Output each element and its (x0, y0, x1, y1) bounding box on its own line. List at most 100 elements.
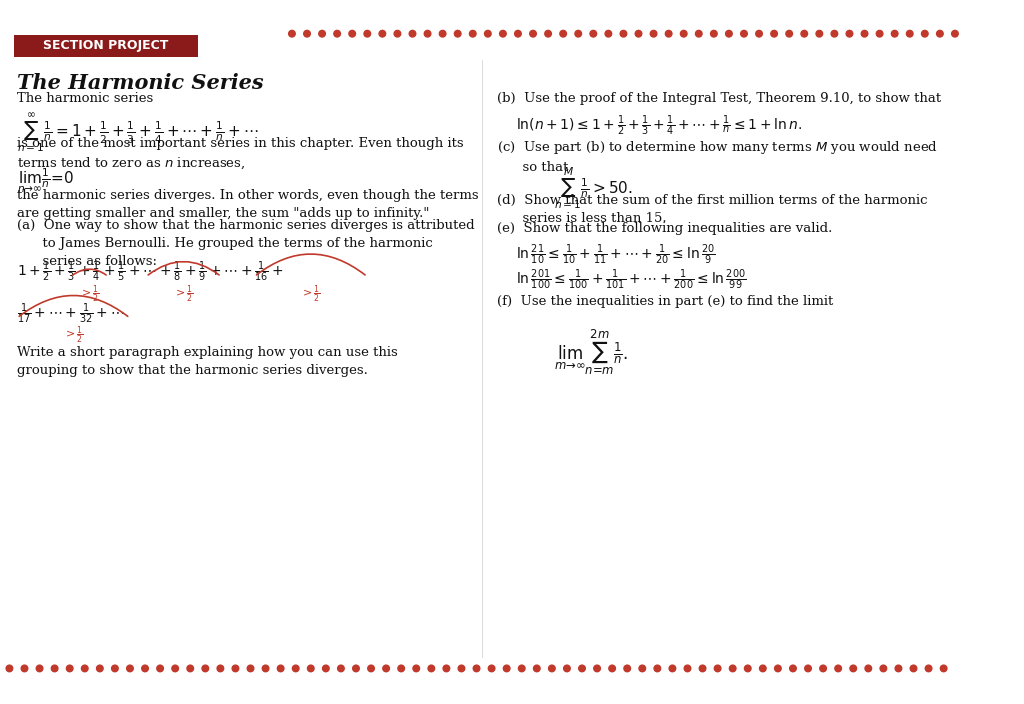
Circle shape (563, 665, 570, 672)
Circle shape (278, 665, 284, 672)
Circle shape (880, 665, 887, 672)
Circle shape (484, 30, 492, 37)
Circle shape (774, 665, 781, 672)
Circle shape (82, 665, 88, 672)
Circle shape (364, 30, 371, 37)
Circle shape (937, 30, 943, 37)
Circle shape (621, 30, 627, 37)
Circle shape (835, 665, 842, 672)
Circle shape (545, 30, 551, 37)
Circle shape (861, 30, 867, 37)
Text: $> \frac{1}{2}$: $> \frac{1}{2}$ (300, 283, 322, 305)
Text: $1 + \frac{1}{2} + \frac{1}{3} + \frac{1}{4} + \frac{1}{5} + \cdots + \frac{1}{8: $1 + \frac{1}{2} + \frac{1}{3} + \frac{1… (17, 260, 284, 284)
Circle shape (51, 665, 58, 672)
Text: SECTION PROJECT: SECTION PROJECT (43, 39, 169, 52)
Circle shape (318, 30, 326, 37)
Circle shape (579, 665, 586, 672)
Text: (d)  Show that the sum of the first million terms of the harmonic
      series i: (d) Show that the sum of the first milli… (498, 194, 928, 225)
Circle shape (816, 30, 822, 37)
Circle shape (680, 30, 687, 37)
Text: (c)  Use part (b) to determine how many terms $M$ you would need
      so that: (c) Use part (b) to determine how many t… (498, 139, 938, 174)
Circle shape (247, 665, 254, 672)
Circle shape (771, 30, 777, 37)
Circle shape (594, 665, 600, 672)
Circle shape (910, 665, 916, 672)
Circle shape (756, 30, 762, 37)
Text: is one of the most important series in this chapter. Even though its
terms tend : is one of the most important series in t… (17, 137, 464, 171)
Circle shape (666, 30, 672, 37)
Text: $\lim_{m \to \infty} \sum_{n=m}^{2m} \frac{1}{n}.$: $\lim_{m \to \infty} \sum_{n=m}^{2m} \fr… (554, 327, 628, 377)
Circle shape (801, 30, 808, 37)
Text: $> \frac{1}{2}$: $> \frac{1}{2}$ (79, 283, 99, 305)
Circle shape (504, 665, 510, 672)
Circle shape (711, 30, 717, 37)
Circle shape (635, 30, 642, 37)
Circle shape (760, 665, 766, 672)
Circle shape (473, 665, 480, 672)
Circle shape (202, 665, 209, 672)
Circle shape (334, 30, 340, 37)
Circle shape (323, 665, 329, 672)
Circle shape (289, 30, 295, 37)
Circle shape (906, 30, 913, 37)
Circle shape (820, 665, 826, 672)
Circle shape (6, 665, 12, 672)
Text: $\lim_{n \to \infty} \frac{1}{n} = 0$: $\lim_{n \to \infty} \frac{1}{n} = 0$ (17, 166, 74, 195)
Circle shape (560, 30, 566, 37)
FancyBboxPatch shape (14, 34, 198, 57)
Circle shape (669, 665, 676, 672)
Circle shape (352, 665, 359, 672)
Circle shape (805, 665, 811, 672)
Circle shape (790, 665, 797, 672)
Text: $\ln \frac{21}{10} \leq \frac{1}{10} + \frac{1}{11} + \cdots + \frac{1}{20} \leq: $\ln \frac{21}{10} \leq \frac{1}{10} + \… (516, 243, 716, 267)
Circle shape (639, 665, 645, 672)
Circle shape (850, 665, 856, 672)
Circle shape (262, 665, 269, 672)
Circle shape (439, 30, 445, 37)
Circle shape (232, 665, 239, 672)
Circle shape (895, 665, 902, 672)
Text: (e)  Show that the following inequalities are valid.: (e) Show that the following inequalities… (498, 222, 833, 235)
Circle shape (112, 665, 118, 672)
Circle shape (695, 30, 702, 37)
Text: The Harmonic Series: The Harmonic Series (17, 73, 263, 93)
Circle shape (529, 30, 537, 37)
Circle shape (922, 30, 928, 37)
Circle shape (22, 665, 28, 672)
Circle shape (740, 30, 748, 37)
Circle shape (729, 665, 736, 672)
Text: The harmonic series: The harmonic series (17, 92, 154, 105)
Circle shape (293, 665, 299, 672)
Text: $\ln(n+1) \leq 1 + \frac{1}{2} + \frac{1}{3} + \frac{1}{4} + \cdots + \frac{1}{n: $\ln(n+1) \leq 1 + \frac{1}{2} + \frac{1… (516, 114, 802, 138)
Text: $\sum_{n=1}^{\infty} \frac{1}{n} = 1 + \frac{1}{2} + \frac{1}{3} + \frac{1}{4} +: $\sum_{n=1}^{\infty} \frac{1}{n} = 1 + \… (17, 111, 258, 155)
Circle shape (684, 665, 691, 672)
Circle shape (383, 665, 389, 672)
Circle shape (518, 665, 525, 672)
Circle shape (624, 665, 631, 672)
Circle shape (500, 30, 506, 37)
Text: (a)  One way to show that the harmonic series diverges is attributed
      to Ja: (a) One way to show that the harmonic se… (17, 219, 474, 268)
Circle shape (654, 665, 660, 672)
Circle shape (744, 665, 751, 672)
Circle shape (338, 665, 344, 672)
Circle shape (368, 665, 375, 672)
Circle shape (488, 665, 495, 672)
Text: Write a short paragraph explaining how you can use this
grouping to show that th: Write a short paragraph explaining how y… (17, 346, 397, 377)
Circle shape (605, 30, 611, 37)
Circle shape (127, 665, 133, 672)
Circle shape (172, 665, 178, 672)
Text: $\sum_{n=1}^{M} \frac{1}{n} > 50.$: $\sum_{n=1}^{M} \frac{1}{n} > 50.$ (554, 165, 633, 211)
Text: (b)  Use the proof of the Integral Test, Theorem 9.10, to show that: (b) Use the proof of the Integral Test, … (498, 92, 941, 105)
Circle shape (877, 30, 883, 37)
Text: $\ln \frac{201}{100} \leq \frac{1}{100} + \frac{1}{101} + \cdots + \frac{1}{200}: $\ln \frac{201}{100} \leq \frac{1}{100} … (516, 268, 746, 291)
Circle shape (891, 30, 898, 37)
Circle shape (726, 30, 732, 37)
Circle shape (410, 30, 416, 37)
Circle shape (534, 665, 540, 672)
Text: $> \frac{1}{2}$: $> \frac{1}{2}$ (63, 325, 84, 346)
Circle shape (379, 30, 386, 37)
Circle shape (650, 30, 656, 37)
Circle shape (590, 30, 597, 37)
Circle shape (865, 665, 871, 672)
Circle shape (469, 30, 476, 37)
